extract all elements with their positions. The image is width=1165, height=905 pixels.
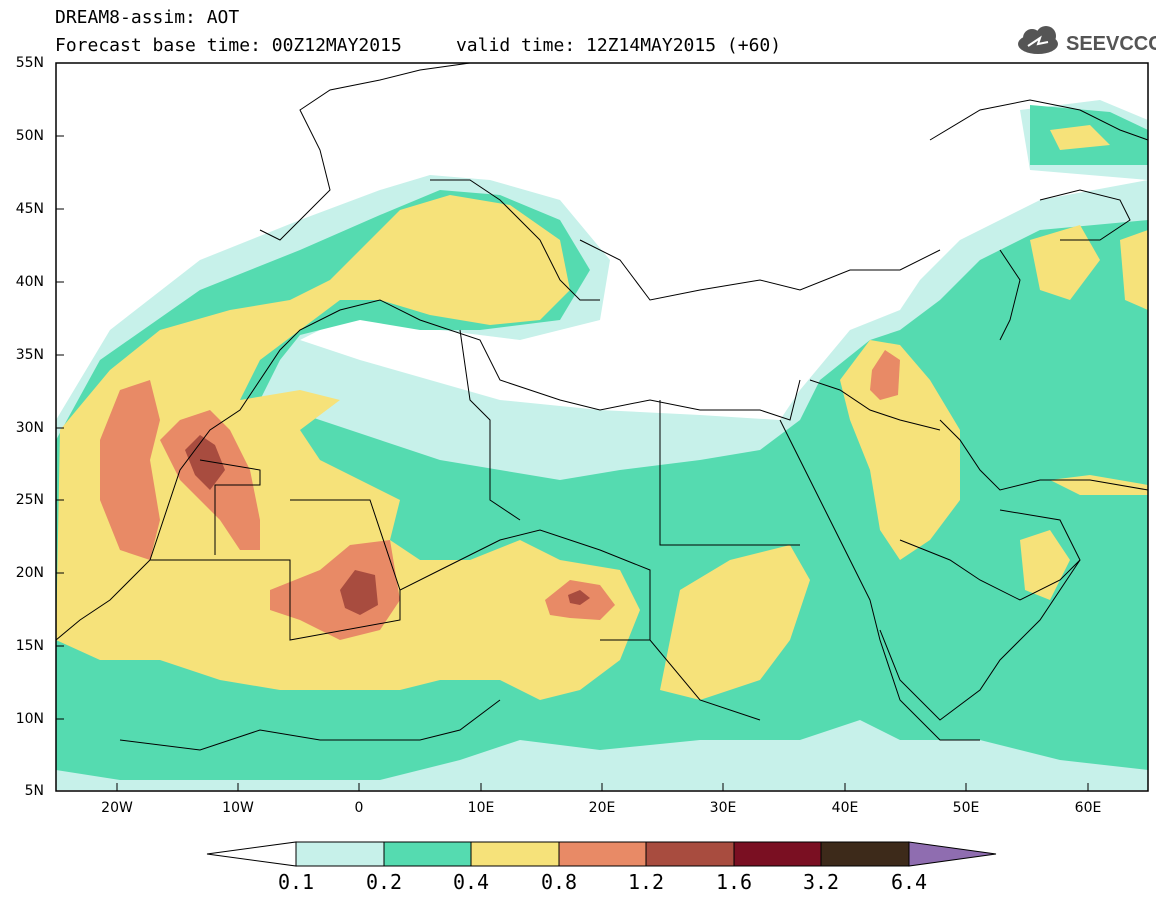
lat-label: 10N bbox=[15, 711, 44, 727]
lat-label: 30N bbox=[15, 420, 44, 436]
lat-label: 35N bbox=[15, 347, 44, 363]
colorbar-level: 0.1 bbox=[277, 870, 315, 894]
lon-label: 60E bbox=[1074, 800, 1102, 816]
colorbar-level: 1.6 bbox=[715, 870, 753, 894]
colorbar-swatch bbox=[295, 841, 385, 867]
colorbar-level: 0.2 bbox=[365, 870, 403, 894]
lon-label: 40E bbox=[831, 800, 859, 816]
colorbar bbox=[206, 841, 997, 867]
lat-label: 55N bbox=[15, 55, 44, 71]
aot-map bbox=[55, 62, 1149, 792]
lat-label: 45N bbox=[15, 201, 44, 217]
seevccc-logo: SEEVCCC bbox=[1018, 26, 1156, 55]
forecast-times: Forecast base time: 00Z12MAY2015 valid t… bbox=[55, 35, 782, 56]
coastlines bbox=[56, 63, 1148, 751]
aot-band-0.4-0.8 bbox=[56, 125, 1148, 700]
aot-field bbox=[56, 63, 1148, 791]
colorbar-level: 1.2 bbox=[627, 870, 665, 894]
colorbar-level: 3.2 bbox=[802, 870, 840, 894]
colorbar-swatch bbox=[645, 841, 735, 867]
colorbar-over-arrow bbox=[908, 841, 997, 867]
colorbar-under-arrow bbox=[206, 841, 297, 867]
lon-label: 30E bbox=[709, 800, 737, 816]
colorbar-swatch bbox=[383, 841, 472, 867]
lat-label: 25N bbox=[15, 492, 44, 508]
lon-label: 20E bbox=[588, 800, 616, 816]
lat-label: 20N bbox=[15, 565, 44, 581]
lat-label: 15N bbox=[15, 638, 44, 654]
lon-label: 10W bbox=[222, 800, 254, 816]
cloud-icon bbox=[1018, 26, 1058, 54]
lon-label: 20W bbox=[101, 800, 133, 816]
colorbar-swatch bbox=[470, 841, 560, 867]
lon-label: 10E bbox=[467, 800, 495, 816]
axis-ticks bbox=[56, 62, 1089, 791]
colorbar-swatch bbox=[558, 841, 647, 867]
lat-label: 40N bbox=[15, 274, 44, 290]
colorbar-level: 0.8 bbox=[540, 870, 578, 894]
product-title: DREAM8-assim: AOT bbox=[55, 7, 240, 28]
colorbar-swatch bbox=[820, 841, 910, 867]
colorbar-level: 0.4 bbox=[452, 870, 490, 894]
lon-label: 50E bbox=[952, 800, 980, 816]
lon-label: 0 bbox=[354, 800, 364, 816]
lat-label: 5N bbox=[24, 783, 44, 799]
logo-text: SEEVCCC bbox=[1066, 33, 1156, 55]
aot-band-1.2-1.6 bbox=[185, 435, 590, 615]
colorbar-level: 6.4 bbox=[890, 870, 928, 894]
lat-label: 50N bbox=[15, 128, 44, 144]
colorbar-swatch bbox=[733, 841, 822, 867]
